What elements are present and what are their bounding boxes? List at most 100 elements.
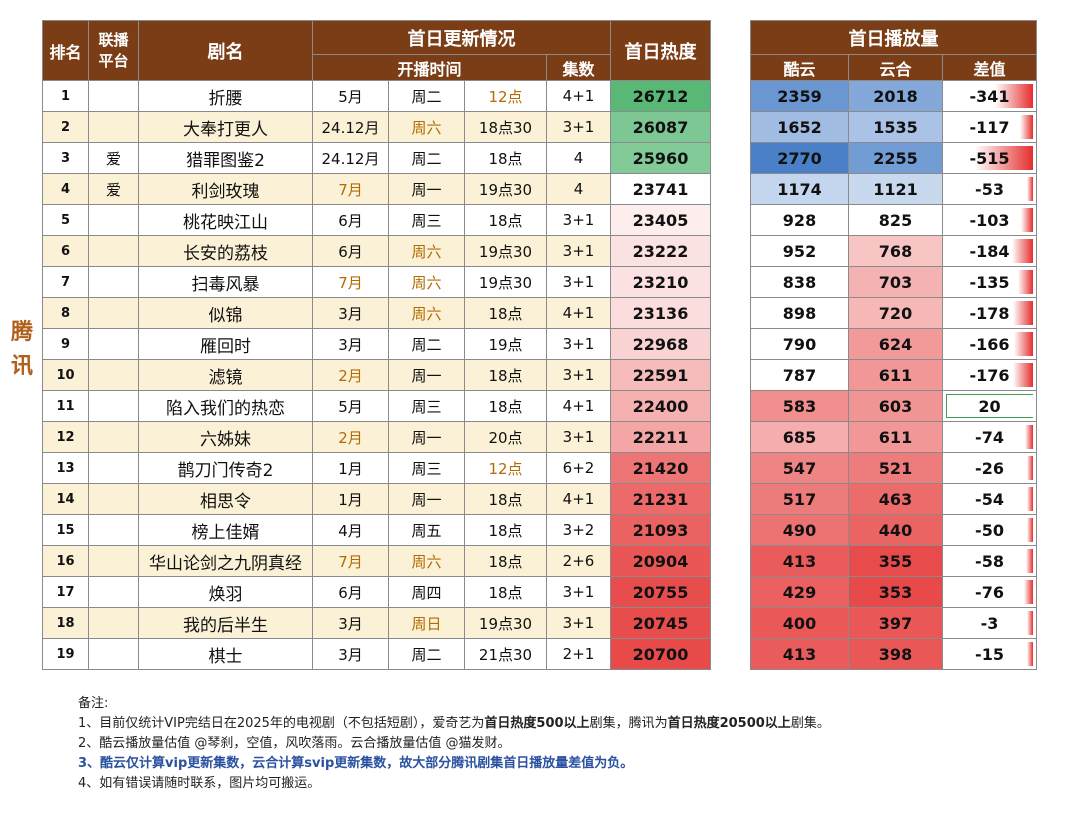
- yunhe-cell: 1535: [848, 111, 943, 143]
- platform-cell: [88, 204, 139, 236]
- title-cell: 相思令: [138, 483, 313, 515]
- heat-cell: 25960: [610, 142, 711, 174]
- time-cell: 12点: [464, 80, 547, 112]
- play-row: 429 353 -76: [750, 576, 1038, 608]
- header-title: 剧名: [138, 20, 313, 81]
- yunhe-cell: 611: [848, 421, 943, 453]
- time-cell: 21点30: [464, 638, 547, 670]
- yunhe-cell: 463: [848, 483, 943, 515]
- weekday-cell: 周二: [388, 142, 465, 174]
- yunhe-cell: 440: [848, 514, 943, 546]
- header-rank: 排名: [42, 20, 89, 81]
- month-cell: 6月: [312, 204, 389, 236]
- play-row: 952 768 -184: [750, 235, 1038, 267]
- diff-bar: [1024, 580, 1034, 604]
- title-cell: 六姊妹: [138, 421, 313, 453]
- title-cell: 华山论剑之九阴真经: [138, 545, 313, 577]
- heat-cell: 22968: [610, 328, 711, 360]
- yunhe-cell: 397: [848, 607, 943, 639]
- heat-cell: 20755: [610, 576, 711, 608]
- diff-value: -74: [975, 427, 1004, 447]
- kuyun-cell: 2770: [750, 142, 849, 174]
- title-cell: 鹊刀门传奇2: [138, 452, 313, 484]
- platform-cell: [88, 80, 139, 112]
- episodes-cell: 4+1: [546, 80, 611, 112]
- title-cell: 焕羽: [138, 576, 313, 608]
- header-diff: 差值: [941, 54, 1038, 81]
- note-1: 1、目前仅统计VIP完结日在2025年的电视剧（不包括短剧），爱奇艺为首日热度5…: [78, 716, 830, 731]
- month-cell: 3月: [312, 607, 389, 639]
- diff-bar: [1012, 301, 1034, 325]
- weekday-cell: 周六: [388, 297, 465, 329]
- platform-cell: 爱: [88, 142, 139, 174]
- table-row: 11 陷入我们的热恋 5月 周三 18点 4+1 22400: [42, 390, 711, 422]
- heat-cell: 23405: [610, 204, 711, 236]
- heat-cell: 20700: [610, 638, 711, 670]
- weekday-cell: 周二: [388, 80, 465, 112]
- diff-value: -3: [980, 613, 999, 633]
- month-cell: 1月: [312, 483, 389, 515]
- yunhe-cell: 521: [848, 452, 943, 484]
- weekday-cell: 周三: [388, 390, 465, 422]
- diff-cell: -515: [941, 142, 1038, 174]
- time-cell: 18点: [464, 359, 547, 391]
- header-kuyun: 酷云: [750, 54, 849, 81]
- kuyun-cell: 517: [750, 483, 849, 515]
- header-play-group: 首日播放量: [749, 20, 1038, 55]
- yunhe-cell: 703: [848, 266, 943, 298]
- play-row: 787 611 -176: [750, 359, 1038, 391]
- table-row: 6 长安的荔枝 6月 周六 19点30 3+1 23222: [42, 235, 711, 267]
- yunhe-cell: 353: [848, 576, 943, 608]
- diff-cell: -26: [941, 452, 1038, 484]
- table-row: 7 扫毒风暴 7月 周六 19点30 3+1 23210: [42, 266, 711, 298]
- kuyun-cell: 2359: [750, 80, 849, 112]
- time-cell: 12点: [464, 452, 547, 484]
- kuyun-cell: 928: [750, 204, 849, 236]
- platform-cell: [88, 607, 139, 639]
- platform-cell: [88, 452, 139, 484]
- platform-cell: [88, 297, 139, 329]
- play-row: 517 463 -54: [750, 483, 1038, 515]
- weekday-cell: 周六: [388, 111, 465, 143]
- diff-value: -117: [969, 117, 1010, 137]
- play-row: 838 703 -135: [750, 266, 1038, 298]
- rank-cell: 6: [42, 235, 89, 267]
- weekday-cell: 周三: [388, 452, 465, 484]
- rank-cell: 7: [42, 266, 89, 298]
- month-cell: 5月: [312, 80, 389, 112]
- time-cell: 18点: [464, 390, 547, 422]
- time-cell: 18点: [464, 545, 547, 577]
- kuyun-cell: 413: [750, 638, 849, 670]
- table-row: 13 鹊刀门传奇2 1月 周三 12点 6+2 21420: [42, 452, 711, 484]
- heat-cell: 26087: [610, 111, 711, 143]
- weekday-cell: 周六: [388, 266, 465, 298]
- diff-cell: -176: [941, 359, 1038, 391]
- kuyun-cell: 1174: [750, 173, 849, 205]
- time-cell: 19点30: [464, 235, 547, 267]
- title-cell: 扫毒风暴: [138, 266, 313, 298]
- month-cell: 5月: [312, 390, 389, 422]
- table-row: 16 华山论剑之九阴真经 7月 周六 18点 2+6 20904: [42, 545, 711, 577]
- time-cell: 18点: [464, 142, 547, 174]
- play-row: 928 825 -103: [750, 204, 1038, 236]
- episodes-cell: 6+2: [546, 452, 611, 484]
- diff-value: -184: [969, 241, 1010, 261]
- diff-bar: [1021, 208, 1034, 232]
- month-cell: 6月: [312, 576, 389, 608]
- table-row: 12 六姊妹 2月 周一 20点 3+1 22211: [42, 421, 711, 453]
- diff-value: -515: [969, 148, 1010, 168]
- platform-cell: [88, 328, 139, 360]
- rank-cell: 15: [42, 514, 89, 546]
- weekday-cell: 周一: [388, 173, 465, 205]
- weekday-cell: 周一: [388, 421, 465, 453]
- platform-cell: [88, 421, 139, 453]
- weekday-cell: 周六: [388, 235, 465, 267]
- title-cell: 猎罪图鉴2: [138, 142, 313, 174]
- notes: 备注: 1、目前仅统计VIP完结日在2025年的电视剧（不包括短剧），爱奇艺为首…: [78, 694, 1058, 794]
- time-cell: 18点: [464, 576, 547, 608]
- weekday-cell: 周一: [388, 359, 465, 391]
- platform-cell: 爱: [88, 173, 139, 205]
- month-cell: 1月: [312, 452, 389, 484]
- kuyun-cell: 952: [750, 235, 849, 267]
- play-volume-table: 首日播放量 酷云 云合 差值 2359 2018 -341 1652 1535 -117 2…: [749, 20, 1038, 670]
